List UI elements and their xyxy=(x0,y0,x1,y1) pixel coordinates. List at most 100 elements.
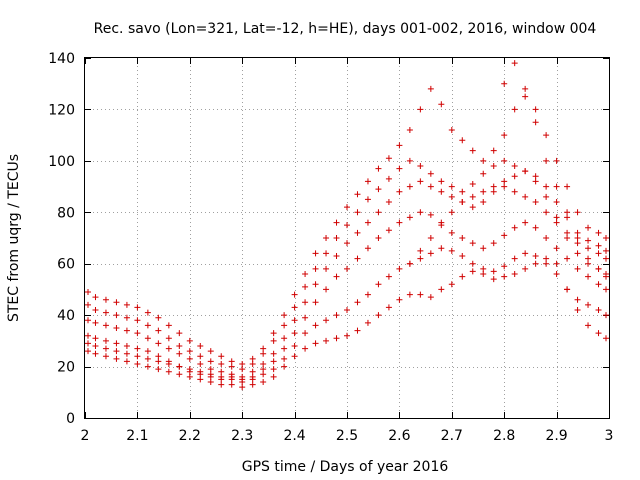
data-point xyxy=(176,363,183,370)
data-point xyxy=(218,373,225,380)
data-point xyxy=(281,335,288,342)
data-point xyxy=(302,283,309,290)
data-point xyxy=(417,178,424,185)
data-point xyxy=(270,337,277,344)
data-point xyxy=(85,317,91,324)
series-arc-7 xyxy=(406,168,609,277)
data-point xyxy=(543,183,550,190)
data-point xyxy=(134,304,141,311)
data-point xyxy=(553,199,560,205)
data-point xyxy=(123,301,130,308)
data-point xyxy=(197,343,204,349)
data-point xyxy=(333,235,340,241)
data-point xyxy=(186,355,193,362)
data-point xyxy=(113,355,120,362)
data-point xyxy=(385,304,392,311)
data-point xyxy=(207,371,214,378)
data-point xyxy=(239,361,246,367)
data-point xyxy=(406,291,413,298)
data-point xyxy=(427,211,434,218)
data-point xyxy=(354,191,361,198)
data-point xyxy=(92,307,99,313)
data-point xyxy=(281,322,288,329)
data-point xyxy=(574,296,581,303)
data-point xyxy=(553,214,560,221)
data-point xyxy=(585,245,592,252)
data-point xyxy=(396,219,403,226)
data-point xyxy=(165,345,172,352)
data-point xyxy=(595,307,602,313)
data-point xyxy=(480,245,487,252)
data-point xyxy=(553,157,560,164)
data-point xyxy=(522,265,529,272)
data-point xyxy=(490,276,497,283)
data-point xyxy=(354,229,361,236)
plot-frame xyxy=(84,57,610,419)
data-point xyxy=(176,343,183,349)
x-tick-label: 2.3 xyxy=(231,428,253,444)
y-tick-label: 140 xyxy=(48,51,75,67)
data-point xyxy=(344,222,350,229)
data-point xyxy=(344,307,350,313)
data-point xyxy=(312,265,319,272)
data-point xyxy=(385,175,392,182)
data-point xyxy=(543,193,550,200)
data-point xyxy=(385,155,392,162)
data-point xyxy=(459,235,466,241)
data-point xyxy=(532,224,539,231)
data-point xyxy=(197,361,204,367)
data-point xyxy=(375,312,382,319)
data-point xyxy=(406,260,413,267)
series-arc-3 xyxy=(85,209,609,383)
data-point xyxy=(438,286,445,293)
data-point xyxy=(522,168,529,175)
data-point xyxy=(532,178,539,185)
data-point xyxy=(249,373,256,380)
data-point xyxy=(469,240,476,247)
data-point xyxy=(270,373,277,380)
y-tick-labels: 0 20 40 60 80 100 120 140 xyxy=(48,51,75,427)
data-point xyxy=(511,224,518,231)
data-point xyxy=(260,350,267,357)
data-point xyxy=(113,299,120,306)
data-point xyxy=(448,281,455,288)
data-point xyxy=(333,273,340,280)
data-point xyxy=(532,119,539,126)
data-point xyxy=(417,209,424,216)
data-point xyxy=(270,358,277,365)
data-point xyxy=(239,384,246,391)
data-point xyxy=(92,294,99,301)
data-point xyxy=(469,193,476,200)
data-point xyxy=(165,368,172,375)
data-point xyxy=(281,345,288,352)
data-point xyxy=(144,322,151,329)
data-point xyxy=(364,178,371,185)
data-point xyxy=(375,281,382,288)
data-point xyxy=(553,245,560,252)
data-point xyxy=(385,199,392,205)
series-arc-1 xyxy=(85,255,609,391)
x-tick-labels: 2 2.1 2.2 2.3 2.4 2.5 2.6 2.7 2.8 2.9 3 xyxy=(81,428,614,444)
data-point xyxy=(427,170,434,177)
data-point xyxy=(323,286,330,293)
series-arc-4 xyxy=(85,178,609,380)
data-point xyxy=(543,157,550,164)
data-point xyxy=(564,209,571,216)
data-point xyxy=(364,245,371,252)
y-tick-label: 20 xyxy=(57,360,75,376)
data-point xyxy=(228,371,235,378)
data-point xyxy=(595,229,602,236)
data-point xyxy=(176,350,183,357)
data-point xyxy=(480,265,487,272)
data-point xyxy=(585,273,592,280)
data-point xyxy=(333,312,340,319)
x-tick-label: 2.5 xyxy=(336,428,358,444)
data-point xyxy=(574,265,581,272)
data-point xyxy=(249,368,256,375)
data-point xyxy=(323,250,330,257)
data-point xyxy=(364,291,371,298)
data-point xyxy=(186,337,193,344)
data-point xyxy=(85,348,91,355)
data-point xyxy=(302,271,309,277)
data-point xyxy=(102,337,109,344)
